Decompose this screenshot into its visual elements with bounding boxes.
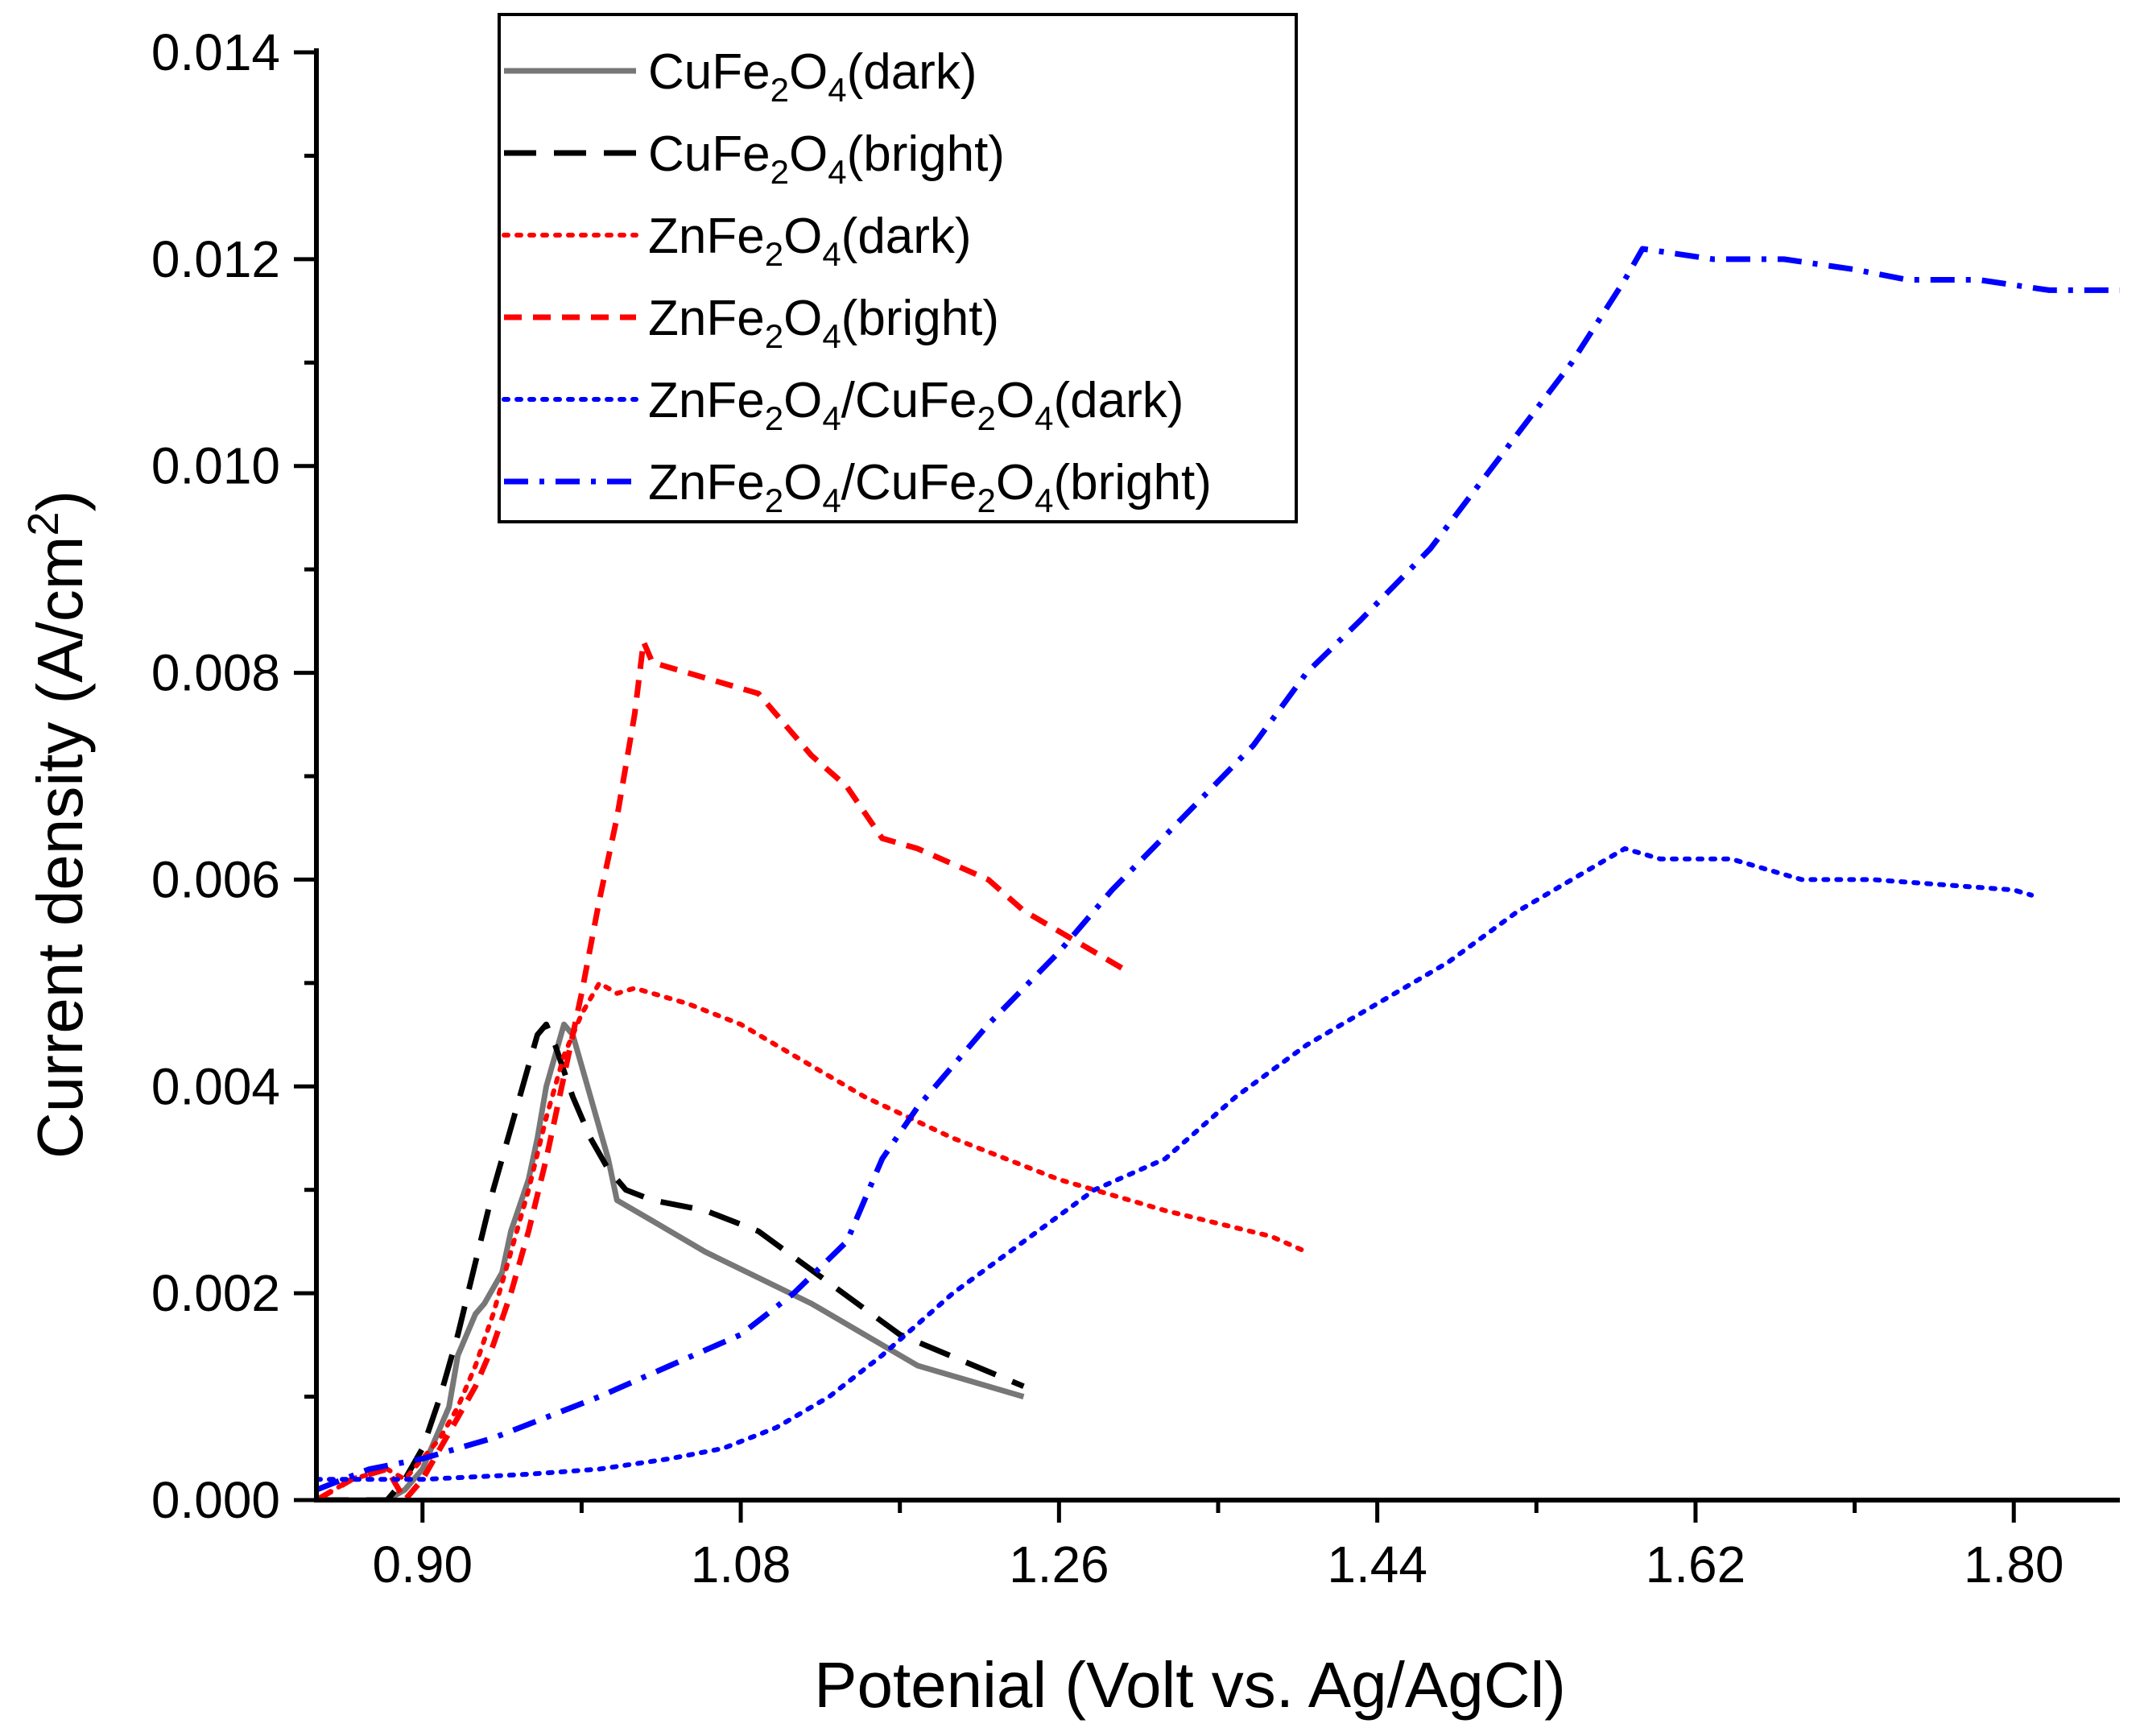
- legend: CuFe2O4(dark)CuFe2O4(bright)ZnFe2O4(dark…: [498, 13, 1298, 523]
- y-tick-label-1: 0.002: [151, 1264, 280, 1322]
- y-tick-label-5: 0.010: [151, 437, 280, 495]
- legend-label-part: CuFe: [648, 44, 770, 100]
- legend-label-part: O: [789, 126, 828, 182]
- legend-label-part: 2: [765, 482, 783, 519]
- y-tick-label-2: 0.004: [151, 1057, 280, 1115]
- legend-label-part: O: [783, 291, 822, 346]
- y-axis-title-sup: 2: [19, 512, 68, 536]
- legend-label-4: ZnFe2O4/CuFe2O4(dark): [648, 373, 1184, 437]
- series-layer: [316, 246, 2120, 1500]
- legend-label-part: O: [783, 455, 822, 510]
- y-axis-title: Current density (A/cm2): [19, 490, 96, 1159]
- x-tick-label-3: 1.44: [1327, 1536, 1427, 1593]
- legend-label-part: O: [789, 44, 828, 100]
- y-axis-title-end: ): [24, 490, 96, 512]
- legend-label-part: CuFe: [648, 126, 770, 182]
- x-tick-label-5: 1.80: [1964, 1536, 2064, 1593]
- legend-label-part: (dark): [841, 209, 972, 264]
- legend-label-part: 2: [765, 399, 783, 437]
- x-axis-title: Potenial (Volt vs. Ag/AgCl): [814, 1649, 1566, 1721]
- legend-label-part: /CuFe: [841, 373, 977, 428]
- legend-label-part: O: [783, 209, 822, 264]
- legend-label-part: (dark): [1053, 373, 1184, 428]
- y-tick-label-7: 0.014: [151, 23, 280, 81]
- series-line-1: [316, 1021, 1025, 1500]
- x-tick-label-4: 1.62: [1646, 1536, 1746, 1593]
- x-tick-label-2: 1.26: [1009, 1536, 1109, 1593]
- series-line-4: [316, 845, 2035, 1482]
- y-axis-title-main: Current density (A/cm: [24, 536, 96, 1159]
- legend-label-1: CuFe2O4(bright): [648, 126, 1005, 191]
- legend-label-part: ZnFe: [648, 373, 765, 428]
- legend-box: [498, 13, 1298, 523]
- y-tick-label-6: 0.012: [151, 230, 280, 288]
- legend-label-part: 4: [822, 317, 841, 355]
- legend-label-part: 2: [977, 399, 996, 437]
- legend-label-part: O: [996, 373, 1035, 428]
- legend-label-part: 2: [765, 235, 783, 273]
- legend-label-part: O: [783, 373, 822, 428]
- legend-label-part: 4: [1035, 399, 1053, 437]
- legend-label-part: 4: [822, 235, 841, 273]
- legend-label-0: CuFe2O4(dark): [648, 44, 977, 109]
- axes-layer: 0.000 0.002 0.004 0.006 0.008 0.010 0.012 0.014…: [19, 23, 2120, 1721]
- legend-label-part: 4: [828, 71, 846, 109]
- legend-label-part: (bright): [1053, 455, 1211, 510]
- legend-label-part: 4: [828, 153, 846, 191]
- y-tick-label-4: 0.008: [151, 644, 280, 702]
- legend-label-part: ZnFe: [648, 455, 765, 510]
- legend-label-part: O: [996, 455, 1035, 510]
- y-tick-label-3: 0.006: [151, 850, 280, 908]
- legend-label-part: ZnFe: [648, 291, 765, 346]
- legend-label-part: (bright): [847, 126, 1005, 182]
- legend-label-part: 2: [977, 482, 996, 519]
- legend-label-part: 4: [822, 399, 841, 437]
- legend-label-part: /CuFe: [841, 455, 977, 510]
- legend-label-2: ZnFe2O4(dark): [648, 209, 972, 273]
- y-tick-label-0: 0.000: [151, 1471, 280, 1529]
- legend-label-part: (bright): [841, 291, 999, 346]
- legend-label-part: 2: [765, 317, 783, 355]
- legend-label-part: 2: [770, 71, 789, 109]
- legend-label-5: ZnFe2O4/CuFe2O4(bright): [648, 455, 1212, 519]
- series-line-3: [316, 639, 1131, 1500]
- legend-label-part: 2: [770, 153, 789, 191]
- legend-label-3: ZnFe2O4(bright): [648, 291, 999, 355]
- legend-label-part: 4: [822, 482, 841, 519]
- legend-label-part: 4: [1035, 482, 1053, 519]
- series-line-5: [316, 246, 2120, 1493]
- legend-label-part: (dark): [847, 44, 977, 100]
- legend-label-part: ZnFe: [648, 209, 765, 264]
- x-tick-label-0: 0.90: [372, 1536, 473, 1593]
- x-tick-label-1: 1.08: [691, 1536, 791, 1593]
